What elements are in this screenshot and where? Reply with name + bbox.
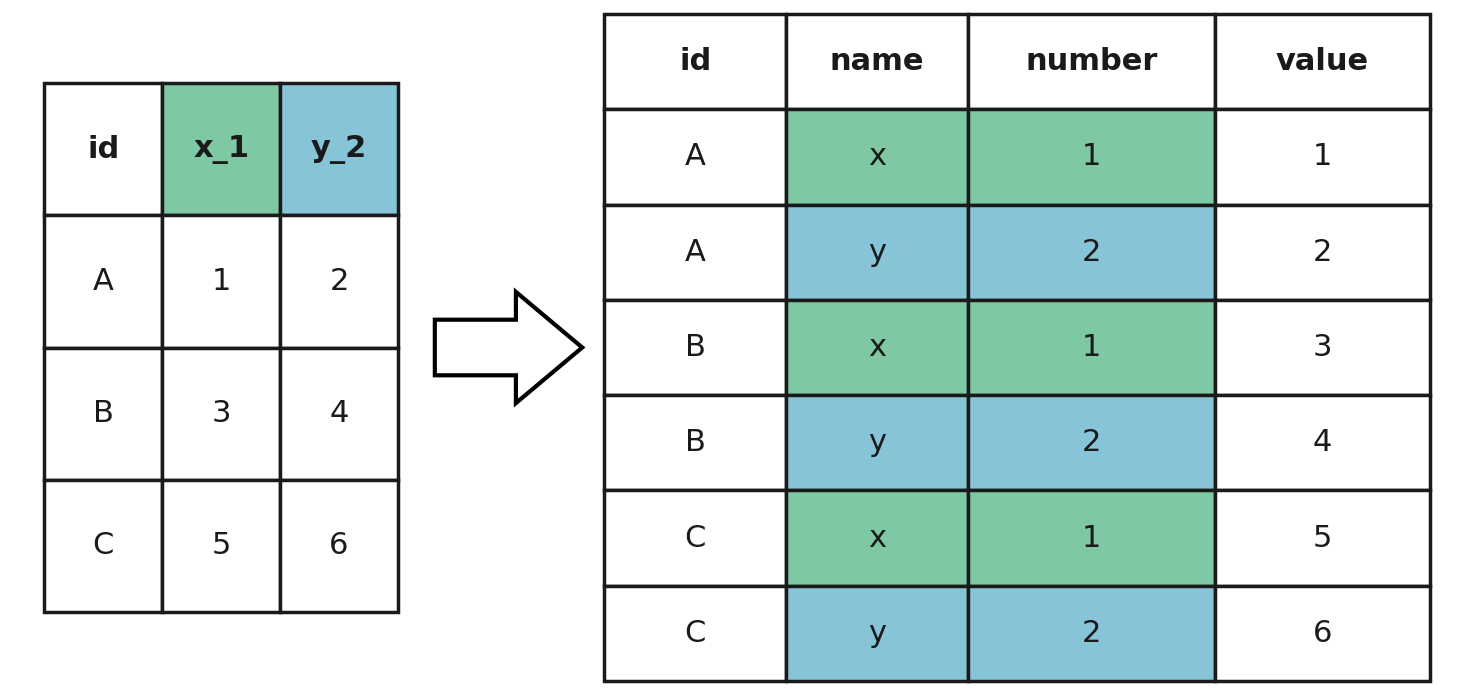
Bar [1215, 204, 1430, 300]
Bar [786, 300, 967, 395]
Bar [44, 83, 162, 215]
Text: 3: 3 [1313, 333, 1332, 362]
Bar [162, 215, 280, 348]
Text: 2: 2 [329, 267, 349, 296]
Bar [967, 395, 1215, 491]
Text: C: C [684, 523, 706, 553]
Bar [44, 348, 162, 480]
Text: 5: 5 [1313, 523, 1332, 553]
Text: A: A [93, 267, 113, 296]
Bar [604, 109, 786, 204]
Bar [786, 109, 967, 204]
Bar [967, 109, 1215, 204]
Text: x: x [868, 333, 886, 362]
Text: id: id [87, 135, 119, 164]
Text: name: name [830, 47, 924, 76]
Text: 3: 3 [211, 399, 231, 428]
Bar [1215, 491, 1430, 586]
Text: 4: 4 [329, 399, 349, 428]
Bar [967, 586, 1215, 681]
Text: 1: 1 [1082, 142, 1101, 172]
Bar [162, 480, 280, 612]
Text: y: y [868, 619, 886, 648]
Text: 1: 1 [1313, 142, 1332, 172]
Bar [280, 348, 398, 480]
Text: 2: 2 [1082, 428, 1101, 457]
Bar [786, 491, 967, 586]
Bar [967, 204, 1215, 300]
Bar [44, 215, 162, 348]
Bar [604, 204, 786, 300]
Text: C: C [684, 619, 706, 648]
Text: 2: 2 [1082, 619, 1101, 648]
Text: B: B [685, 333, 706, 362]
Bar [280, 480, 398, 612]
Text: x: x [868, 523, 886, 553]
Bar [604, 300, 786, 395]
Bar [967, 491, 1215, 586]
Bar [162, 83, 280, 215]
Text: 6: 6 [329, 531, 349, 560]
Text: value: value [1276, 47, 1369, 76]
Text: x_1: x_1 [193, 135, 249, 164]
Text: x: x [868, 142, 886, 172]
Text: B: B [93, 399, 113, 428]
Bar [280, 83, 398, 215]
Text: 1: 1 [1082, 523, 1101, 553]
Text: 2: 2 [1082, 238, 1101, 267]
Text: id: id [680, 47, 712, 76]
Text: number: number [1024, 47, 1157, 76]
Bar [1215, 395, 1430, 491]
Text: 4: 4 [1313, 428, 1332, 457]
Bar [1215, 14, 1430, 109]
Text: 1: 1 [1082, 333, 1101, 362]
Bar [1215, 300, 1430, 395]
Text: A: A [685, 142, 706, 172]
Text: y: y [868, 428, 886, 457]
Text: 5: 5 [211, 531, 231, 560]
Text: 1: 1 [211, 267, 231, 296]
Bar [786, 204, 967, 300]
Bar [786, 586, 967, 681]
Text: A: A [685, 238, 706, 267]
Text: y_2: y_2 [311, 135, 367, 164]
Bar [967, 14, 1215, 109]
Bar [604, 586, 786, 681]
Bar [967, 300, 1215, 395]
Text: 6: 6 [1313, 619, 1332, 648]
Text: C: C [93, 531, 113, 560]
Bar [280, 215, 398, 348]
Bar [604, 395, 786, 491]
Bar [786, 14, 967, 109]
Text: 2: 2 [1313, 238, 1332, 267]
Polygon shape [435, 292, 582, 403]
Bar [1215, 586, 1430, 681]
Text: y: y [868, 238, 886, 267]
Bar [604, 14, 786, 109]
Bar [44, 480, 162, 612]
Bar [786, 395, 967, 491]
Bar [1215, 109, 1430, 204]
Bar [604, 491, 786, 586]
Text: B: B [685, 428, 706, 457]
Bar [162, 348, 280, 480]
